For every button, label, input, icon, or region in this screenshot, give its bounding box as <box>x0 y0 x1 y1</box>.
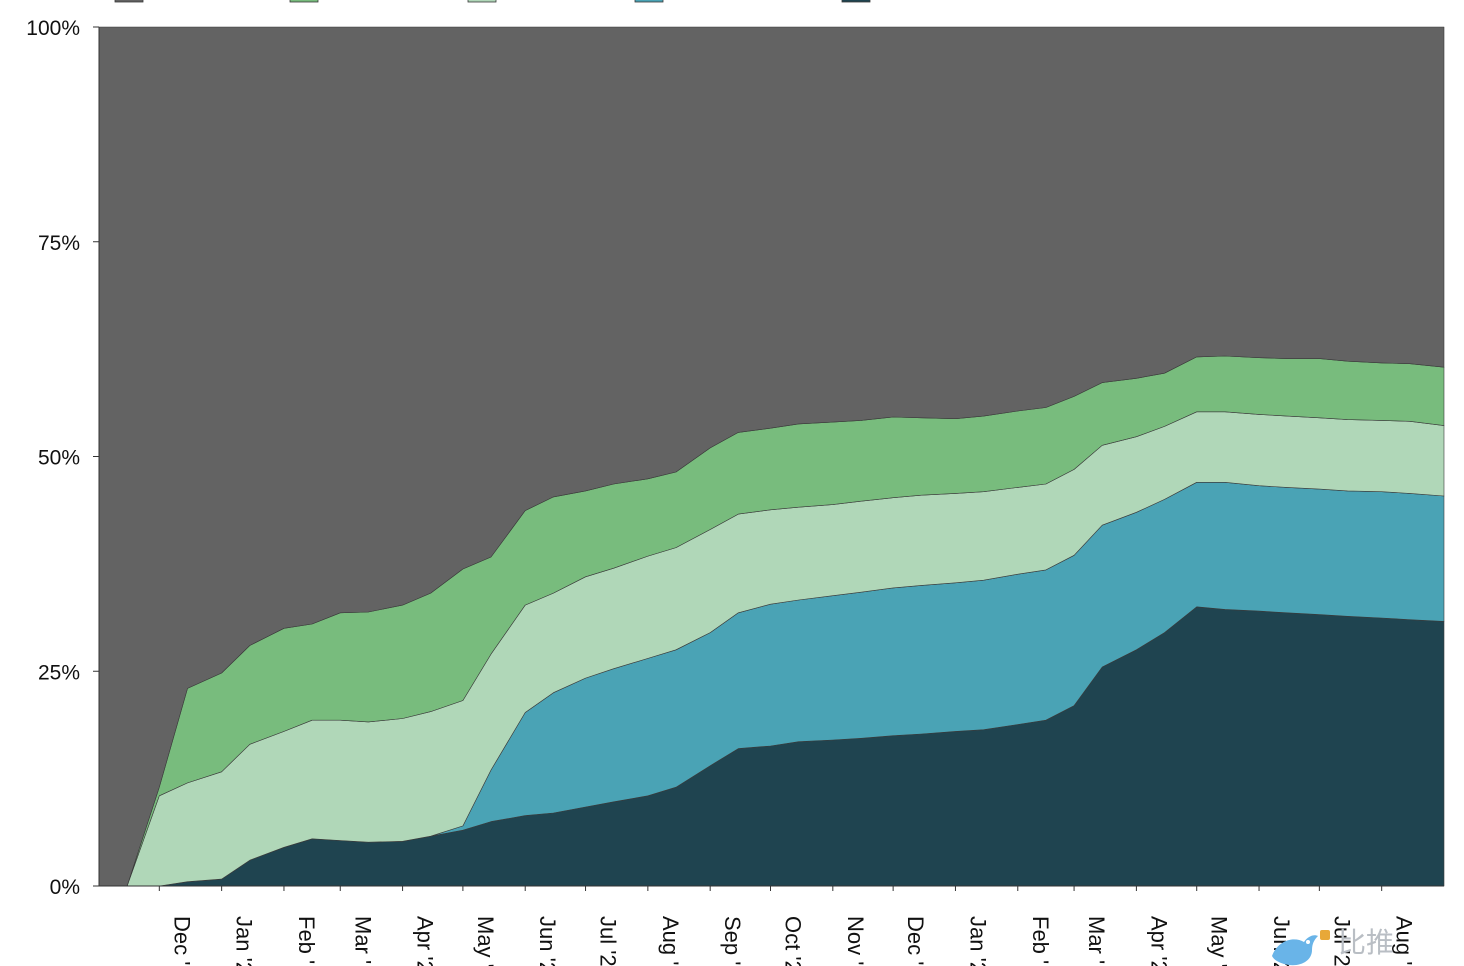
x-tick-label: Feb ' <box>294 916 319 964</box>
legend-swatch-1 <box>114 0 144 3</box>
x-tick-label: Jan '2 <box>232 916 257 966</box>
plot-area <box>98 26 1445 887</box>
x-tick-label: Sep ' <box>720 916 745 965</box>
x-tick-label: May ' <box>473 916 498 966</box>
y-axis-ticks: 0% 25% 50% 75% 100% <box>26 17 99 899</box>
legend-swatch-4 <box>634 0 664 3</box>
legend-swatch-3 <box>467 0 497 3</box>
x-tick-label: Jun '2 <box>535 916 560 966</box>
x-axis-ticks: Dec ' Jan '2 Feb ' Mar ' Apr '2 May ' Jun '2 Ju… <box>158 886 1417 966</box>
x-tick-label: Nov ' <box>843 916 868 965</box>
x-tick-label: Dec ' <box>169 916 194 965</box>
x-tick-label: Apr '2 <box>413 916 438 966</box>
x-tick-label: Aug ' <box>658 916 683 965</box>
x-tick-label: Oct '2 <box>781 916 806 966</box>
legend-swatch-5 <box>841 0 871 3</box>
x-tick-label: Jul '2 <box>1329 916 1354 966</box>
x-tick-label: Mar ' <box>1084 916 1109 964</box>
watermark-text: 比推 <box>1338 926 1394 959</box>
x-tick-label: Apr '2 <box>1146 916 1171 966</box>
watermark: 比推 <box>1272 926 1394 966</box>
area-series-5 <box>98 26 1445 887</box>
legend-swatch-2 <box>289 0 319 3</box>
x-tick-label: Jan '2 <box>966 916 991 966</box>
y-tick-label: 100% <box>26 17 80 40</box>
legend <box>114 0 871 3</box>
y-tick-label: 25% <box>38 661 80 684</box>
x-tick-label: Mar ' <box>350 916 375 964</box>
x-tick-label: Feb ' <box>1028 916 1053 964</box>
x-tick-label: Aug ' <box>1392 916 1417 965</box>
bird-logo-icon <box>1272 930 1330 966</box>
y-tick-label: 0% <box>50 876 80 899</box>
y-tick-label: 50% <box>38 447 80 470</box>
x-tick-label: Jul '2 <box>596 916 621 966</box>
y-tick-label: 75% <box>38 232 80 255</box>
x-tick-label: Dec ' <box>903 916 928 965</box>
x-tick-label: May ' <box>1207 916 1232 966</box>
